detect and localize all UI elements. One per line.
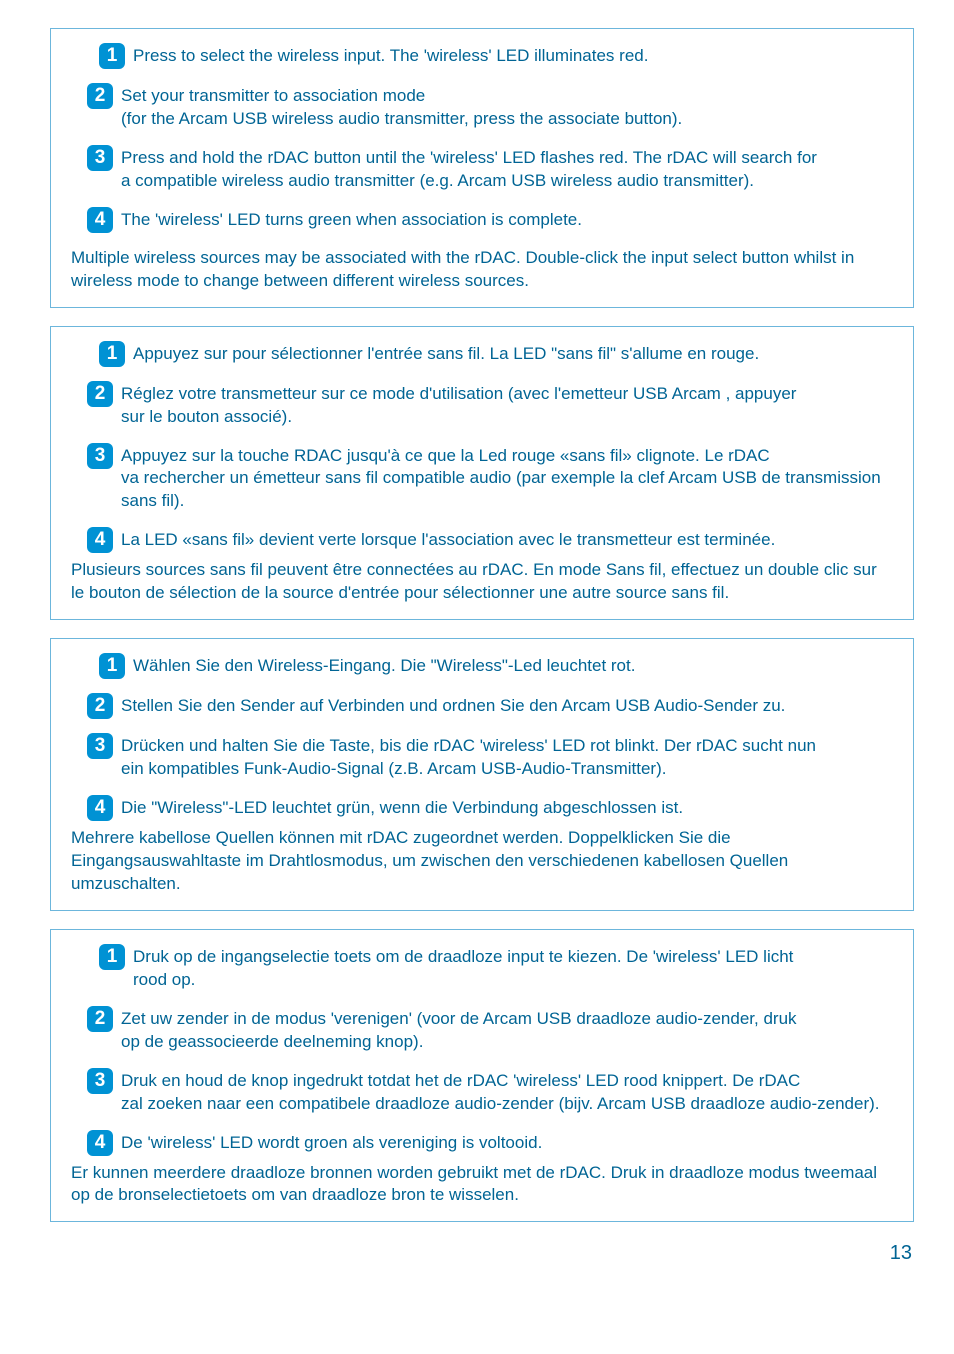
step-badge-4-icon: 4 <box>87 1130 113 1156</box>
step-3-de: 3 Drücken und halten Sie die Taste, bis … <box>69 733 895 781</box>
step-3-fr: 3 Appuyez sur la touche RDAC jusqu'à ce … <box>69 443 895 514</box>
step-badge-3-icon: 3 <box>87 145 113 171</box>
step-1: 1 Press to select the wireless input. Th… <box>69 43 895 69</box>
german-footer: Mehrere kabellose Quellen können mit rDA… <box>69 827 895 896</box>
step-2-de: 2 Stellen Sie den Sender auf Verbinden u… <box>69 693 895 719</box>
step-3-fr-text: Appuyez sur la touche RDAC jusqu'à ce qu… <box>121 443 895 514</box>
step-badge-4-icon: 4 <box>87 795 113 821</box>
step-3-text: Press and hold the rDAC button until the… <box>121 145 895 193</box>
step-3: 3 Press and hold the rDAC button until t… <box>69 145 895 193</box>
step-4-de-text: Die "Wireless"-LED leuchtet grün, wenn d… <box>121 795 895 820</box>
step-3-nl-text: Druk en houd de knop ingedrukt totdat he… <box>121 1068 895 1116</box>
step-1-de-text: Wählen Sie den Wireless-Eingang. Die "Wi… <box>133 653 895 678</box>
step-2-fr-text: Réglez votre transmetteur sur ce mode d'… <box>121 381 895 429</box>
step-badge-2-icon: 2 <box>87 83 113 109</box>
step-1-fr-text: Appuyez sur pour sélectionner l'entrée s… <box>133 341 895 366</box>
step-badge-4-icon: 4 <box>87 207 113 233</box>
step-badge-3-icon: 3 <box>87 1068 113 1094</box>
step-badge-2-icon: 2 <box>87 381 113 407</box>
step-badge-4-icon: 4 <box>87 527 113 553</box>
dutch-section: 1 Druk op de ingangselectie toets om de … <box>50 929 914 1223</box>
step-1-de: 1 Wählen Sie den Wireless-Eingang. Die "… <box>69 653 895 679</box>
step-4: 4 The 'wireless' LED turns green when as… <box>69 207 895 233</box>
step-2-text: Set your transmitter to association mode… <box>121 83 895 131</box>
step-1-nl: 1 Druk op de ingangselectie toets om de … <box>69 944 895 992</box>
step-badge-1-icon: 1 <box>99 944 125 970</box>
step-1-text: Press to select the wireless input. The … <box>133 43 895 68</box>
french-footer: Plusieurs sources sans fil peuvent être … <box>69 559 895 605</box>
step-badge-1-icon: 1 <box>99 653 125 679</box>
step-badge-2-icon: 2 <box>87 693 113 719</box>
step-4-nl-text: De 'wireless' LED wordt groen als vereni… <box>121 1130 895 1155</box>
dutch-footer: Er kunnen meerdere draadloze bronnen wor… <box>69 1162 895 1208</box>
step-2: 2 Set your transmitter to association mo… <box>69 83 895 131</box>
step-2-nl-text: Zet uw zender in de modus 'verenigen' (v… <box>121 1006 895 1054</box>
step-4-nl: 4 De 'wireless' LED wordt groen als vere… <box>69 1130 895 1156</box>
step-4-fr-text: La LED «sans fil» devient verte lorsque … <box>121 527 895 552</box>
step-badge-1-icon: 1 <box>99 43 125 69</box>
step-badge-1-icon: 1 <box>99 341 125 367</box>
step-1-nl-text: Druk op de ingangselectie toets om de dr… <box>133 944 895 992</box>
page-number: 13 <box>50 1240 914 1267</box>
step-4-text: The 'wireless' LED turns green when asso… <box>121 207 895 232</box>
step-badge-2-icon: 2 <box>87 1006 113 1032</box>
step-badge-3-icon: 3 <box>87 443 113 469</box>
step-4-de: 4 Die "Wireless"-LED leuchtet grün, wenn… <box>69 795 895 821</box>
step-4-fr: 4 La LED «sans fil» devient verte lorsqu… <box>69 527 895 553</box>
step-badge-3-icon: 3 <box>87 733 113 759</box>
step-2-de-text: Stellen Sie den Sender auf Verbinden und… <box>121 693 895 718</box>
step-3-de-text: Drücken und halten Sie die Taste, bis di… <box>121 733 895 781</box>
step-2-nl: 2 Zet uw zender in de modus 'verenigen' … <box>69 1006 895 1054</box>
german-section: 1 Wählen Sie den Wireless-Eingang. Die "… <box>50 638 914 911</box>
english-section: 1 Press to select the wireless input. Th… <box>50 28 914 308</box>
english-footer: Multiple wireless sources may be associa… <box>69 247 895 293</box>
french-section: 1 Appuyez sur pour sélectionner l'entrée… <box>50 326 914 621</box>
step-3-nl: 3 Druk en houd de knop ingedrukt totdat … <box>69 1068 895 1116</box>
step-2-fr: 2 Réglez votre transmetteur sur ce mode … <box>69 381 895 429</box>
step-1-fr: 1 Appuyez sur pour sélectionner l'entrée… <box>69 341 895 367</box>
